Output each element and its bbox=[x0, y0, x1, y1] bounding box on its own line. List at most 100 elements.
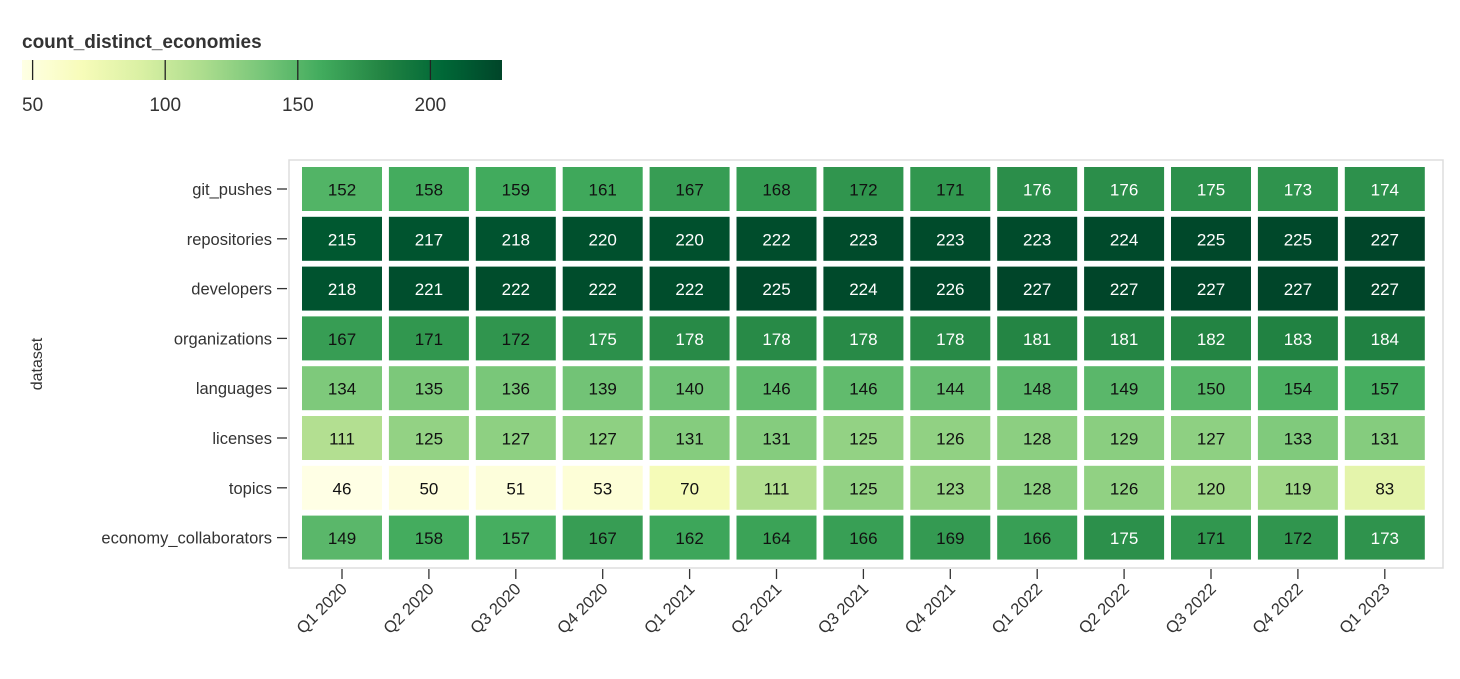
cell-value-label: 152 bbox=[328, 181, 356, 200]
cell-value-label: 227 bbox=[1110, 280, 1138, 299]
plot-frame bbox=[288, 159, 1444, 569]
heatmap-cell bbox=[562, 266, 643, 311]
heatmap-cell bbox=[910, 216, 991, 261]
cell-value-label: 178 bbox=[936, 330, 964, 349]
y-tick-label: developers bbox=[191, 281, 272, 299]
cell-value-label: 125 bbox=[849, 479, 877, 498]
cell-value-label: 127 bbox=[589, 430, 617, 449]
heatmap-cell bbox=[1084, 266, 1165, 311]
heatmap-cell bbox=[736, 515, 817, 560]
cell-value-label: 220 bbox=[589, 230, 617, 249]
heatmap-cell bbox=[1344, 515, 1425, 560]
heatmap-cells: 152 158 159 161 167 168 172 171 176 176 175 173 174 2… bbox=[302, 167, 1425, 560]
cell-value-label: 178 bbox=[762, 330, 790, 349]
heatmap-cell bbox=[997, 316, 1078, 361]
cell-value-label: 181 bbox=[1110, 330, 1138, 349]
cell-value-label: 222 bbox=[675, 280, 703, 299]
heatmap-cell bbox=[823, 167, 904, 211]
heatmap-cell bbox=[475, 216, 556, 261]
y-axis: git_pushes repositories developers organiza… bbox=[101, 181, 287, 548]
y-tick-label: topics bbox=[229, 480, 272, 498]
cell-value-label: 184 bbox=[1371, 330, 1399, 349]
heatmap-cell bbox=[649, 416, 730, 460]
heatmap-cell bbox=[823, 216, 904, 261]
heatmap-cell bbox=[823, 266, 904, 311]
heatmap-cell bbox=[1344, 167, 1425, 211]
cell-value-label: 223 bbox=[936, 230, 964, 249]
heatmap-cell bbox=[475, 515, 556, 560]
cell-value-label: 149 bbox=[328, 529, 356, 548]
heatmap-cell bbox=[388, 366, 469, 411]
legend-color-bar bbox=[22, 60, 502, 80]
cell-value-label: 182 bbox=[1197, 330, 1225, 349]
cell-value-label: 174 bbox=[1371, 181, 1399, 200]
cell-value-label: 128 bbox=[1023, 479, 1051, 498]
cell-value-label: 51 bbox=[506, 479, 525, 498]
heatmap-cell bbox=[997, 366, 1078, 411]
heatmap-cell bbox=[649, 515, 730, 560]
cell-value-label: 166 bbox=[849, 529, 877, 548]
y-tick-label: repositories bbox=[187, 231, 272, 249]
heatmap-cell bbox=[1344, 366, 1425, 411]
heatmap-cell bbox=[475, 465, 556, 510]
x-tick-label: Q3 2020 bbox=[467, 580, 524, 637]
cell-value-label: 134 bbox=[328, 380, 356, 399]
heatmap-cell bbox=[649, 316, 730, 361]
heatmap-cell bbox=[1084, 515, 1165, 560]
x-tick-label: Q1 2023 bbox=[1336, 580, 1393, 637]
x-axis: Q1 2020 Q2 2020 Q3 2020 Q4 2020 Q1 2021 Q2 20… bbox=[293, 569, 1394, 638]
cell-value-label: 225 bbox=[1197, 230, 1225, 249]
heatmap-cell bbox=[1257, 216, 1338, 261]
heatmap-cell bbox=[910, 465, 991, 510]
heatmap-cell bbox=[388, 316, 469, 361]
heatmap-cell bbox=[910, 515, 991, 560]
heatmap-cell bbox=[1171, 366, 1251, 411]
cell-value-label: 178 bbox=[849, 330, 877, 349]
legend-tick-label: 150 bbox=[282, 95, 314, 116]
heatmap-cell bbox=[1257, 366, 1338, 411]
heatmap-cell bbox=[302, 216, 382, 261]
y-axis-title: dataset bbox=[29, 337, 46, 390]
y-tick-label: organizations bbox=[174, 330, 272, 348]
cell-value-label: 123 bbox=[936, 479, 964, 498]
heatmap-cell bbox=[910, 416, 991, 460]
heatmap-cell bbox=[997, 266, 1078, 311]
heatmap-cell bbox=[649, 266, 730, 311]
heatmap-cell bbox=[736, 366, 817, 411]
heatmap-cell bbox=[475, 416, 556, 460]
cell-value-label: 224 bbox=[1110, 230, 1138, 249]
cell-value-label: 175 bbox=[589, 330, 617, 349]
heatmap-cell bbox=[823, 316, 904, 361]
cell-value-label: 125 bbox=[849, 430, 877, 449]
x-tick-label: Q1 2020 bbox=[293, 580, 350, 637]
legend-tick-label: 200 bbox=[415, 95, 447, 116]
cell-value-label: 215 bbox=[328, 230, 356, 249]
cell-value-label: 154 bbox=[1284, 380, 1312, 399]
heatmap-cell bbox=[910, 266, 991, 311]
cell-value-label: 131 bbox=[675, 430, 703, 449]
heatmap-cell bbox=[736, 167, 817, 211]
cell-value-label: 172 bbox=[849, 181, 877, 200]
x-tick-label: Q2 2021 bbox=[728, 580, 785, 637]
cell-value-label: 176 bbox=[1023, 181, 1051, 200]
cell-value-label: 127 bbox=[1197, 430, 1225, 449]
cell-value-label: 227 bbox=[1371, 280, 1399, 299]
cell-value-label: 157 bbox=[1371, 380, 1399, 399]
heatmap-cell bbox=[1084, 167, 1165, 211]
heatmap-cell bbox=[1257, 316, 1338, 361]
heatmap-cell bbox=[1344, 416, 1425, 460]
cell-value-label: 222 bbox=[589, 280, 617, 299]
cell-value-label: 46 bbox=[333, 479, 352, 498]
cell-value-label: 168 bbox=[762, 181, 790, 200]
x-tick-label: Q4 2021 bbox=[902, 580, 959, 637]
heatmap-cell bbox=[562, 416, 643, 460]
heatmap-cell bbox=[388, 416, 469, 460]
heatmap-cell bbox=[1084, 316, 1165, 361]
legend-title: count_distinct_economies bbox=[22, 32, 262, 53]
heatmap-cell bbox=[1171, 266, 1251, 311]
cell-value-label: 144 bbox=[936, 380, 964, 399]
heatmap-cell bbox=[388, 216, 469, 261]
legend-tick-label: 100 bbox=[149, 95, 181, 116]
x-tick-label: Q2 2020 bbox=[380, 580, 437, 637]
heatmap-cell bbox=[1257, 167, 1338, 211]
